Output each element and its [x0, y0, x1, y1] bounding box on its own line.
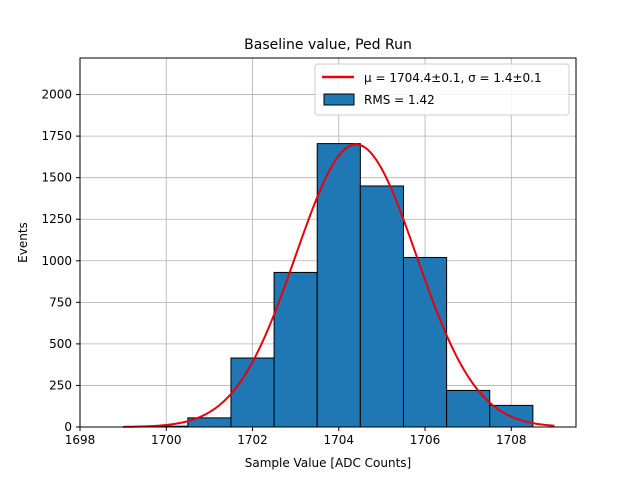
y-tick-label: 1000 [41, 254, 72, 268]
x-axis-label: Sample Value [ADC Counts] [245, 456, 411, 470]
histogram-bar [230, 357, 275, 428]
y-tick-label: 1250 [41, 212, 72, 226]
y-tick-label: 2000 [41, 88, 72, 102]
legend: μ = 1704.4±0.1, σ = 1.4±0.1 RMS = 1.42 [314, 63, 570, 116]
gaussian-fit-curve [123, 143, 555, 428]
y-tick-label: 1750 [41, 129, 72, 143]
plot-frame [79, 57, 577, 428]
legend-fit-label: μ = 1704.4±0.1, σ = 1.4±0.1 [364, 71, 542, 85]
y-tick-label: 750 [49, 295, 72, 309]
axis-ticks: 1698 1700 1702 1704 1706 1708 0 250 500 750 1000 12… [41, 88, 526, 447]
histogram-bar [359, 185, 404, 428]
legend-box [314, 63, 570, 116]
x-tick-label: 1708 [496, 433, 527, 447]
chart-title: Baseline value, Ped Run [244, 37, 412, 53]
y-tick-label: 500 [49, 337, 72, 351]
histogram-bar [316, 143, 361, 428]
histogram-bar [402, 256, 448, 428]
x-tick-label: 1698 [65, 433, 96, 447]
legend-histogram-swatch [323, 93, 355, 106]
x-tick-label: 1704 [324, 433, 355, 447]
x-tick-label: 1702 [237, 433, 268, 447]
y-tick-label: 0 [64, 420, 72, 434]
y-tick-label: 1500 [41, 171, 72, 185]
x-tick-label: 1706 [410, 433, 441, 447]
y-tick-label: 250 [49, 378, 72, 392]
x-tick-label: 1700 [151, 433, 182, 447]
y-axis-label: Events [16, 222, 30, 263]
legend-histogram-label: RMS = 1.42 [364, 93, 435, 107]
